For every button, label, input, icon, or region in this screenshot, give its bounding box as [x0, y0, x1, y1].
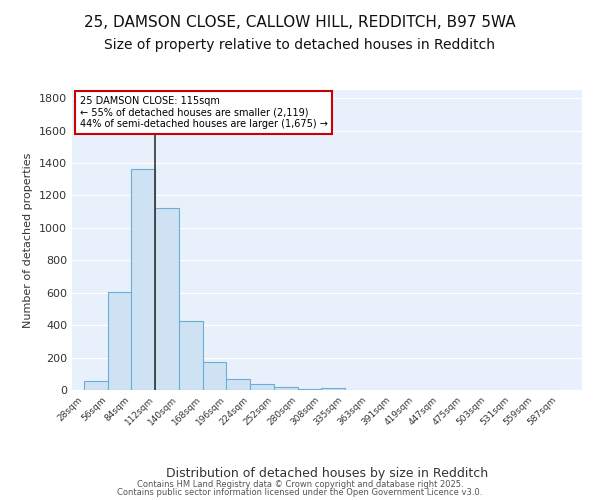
Bar — [298, 389, 322, 390]
Bar — [226, 380, 250, 390]
Text: 25 DAMSON CLOSE: 115sqm
← 55% of detached houses are smaller (2,119)
44% of semi: 25 DAMSON CLOSE: 115sqm ← 55% of detache… — [80, 96, 328, 129]
Text: Contains public sector information licensed under the Open Government Licence v3: Contains public sector information licen… — [118, 488, 482, 497]
Text: Contains HM Land Registry data © Crown copyright and database right 2025.: Contains HM Land Registry data © Crown c… — [137, 480, 463, 489]
Text: Size of property relative to detached houses in Redditch: Size of property relative to detached ho… — [104, 38, 496, 52]
Bar — [250, 384, 274, 390]
Bar — [84, 381, 107, 390]
Bar — [107, 292, 131, 390]
Bar — [179, 321, 203, 390]
Bar — [131, 170, 155, 390]
Bar — [203, 362, 226, 390]
Text: 25, DAMSON CLOSE, CALLOW HILL, REDDITCH, B97 5WA: 25, DAMSON CLOSE, CALLOW HILL, REDDITCH,… — [84, 15, 516, 30]
Bar — [322, 388, 345, 390]
Text: Distribution of detached houses by size in Redditch: Distribution of detached houses by size … — [166, 467, 488, 480]
Bar — [274, 387, 298, 390]
Bar — [155, 208, 179, 390]
Y-axis label: Number of detached properties: Number of detached properties — [23, 152, 34, 328]
